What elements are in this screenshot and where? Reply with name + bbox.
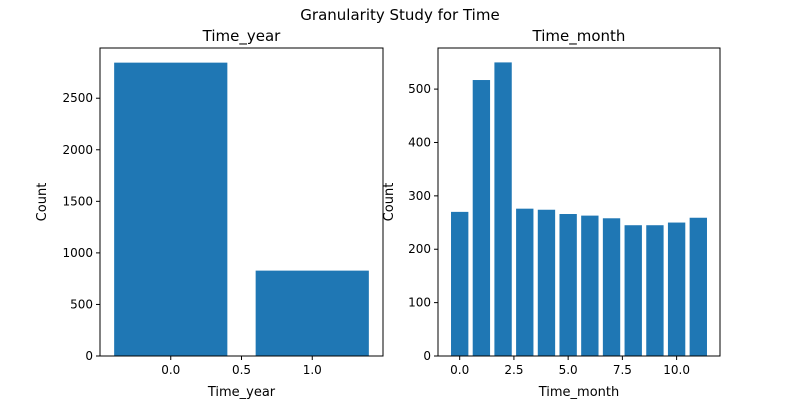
bar-time-month-7 xyxy=(602,218,621,356)
x-tick-label-time-month-1: 2.5 xyxy=(504,363,523,377)
bar-time-month-6 xyxy=(581,215,599,356)
y-tick-label-time-month-2: 200 xyxy=(408,242,431,256)
x-tick-label-time-month-3: 7.5 xyxy=(613,363,632,377)
bar-time-year-1 xyxy=(255,270,369,356)
bar-time-month-4 xyxy=(537,209,556,356)
bar-time-month-10 xyxy=(667,222,686,356)
panel-title-time-month: Time_month xyxy=(532,27,626,46)
bar-time-year-0 xyxy=(114,62,228,356)
bar-time-month-8 xyxy=(624,225,642,356)
bar-time-month-9 xyxy=(646,225,664,356)
bar-time-month-1 xyxy=(472,80,491,356)
bar-time-month-11 xyxy=(689,217,707,356)
y-tick-label-time-month-3: 300 xyxy=(408,189,431,203)
y-tick-label-time-year-4: 2000 xyxy=(62,143,93,157)
y-axis-label-time-year: Count xyxy=(35,183,50,222)
bar-time-month-3 xyxy=(516,208,534,356)
x-axis-label-time-year: Time_year xyxy=(207,385,276,400)
bar-time-month-2 xyxy=(494,62,512,357)
x-tick-label-time-year-0: 0.0 xyxy=(161,363,180,377)
y-tick-label-time-month-4: 400 xyxy=(408,135,431,149)
panel-time-month: 0.0 2.5 5.0 7.5 10.0 0 100 200 300 400 500 Time_mon… xyxy=(382,27,721,400)
x-axis-label-time-month: Time_month xyxy=(538,385,620,400)
y-tick-label-time-year-3: 1500 xyxy=(62,194,93,208)
bar-time-month-0 xyxy=(451,211,469,356)
x-tick-label-time-month-2: 5.0 xyxy=(559,363,578,377)
panel-time-year: 0.0 0.5 1.0 0 500 1000 1500 2000 2500 Time_year Ti… xyxy=(35,27,384,400)
x-tick-label-time-month-0: 0.0 xyxy=(450,363,469,377)
y-tick-label-time-year-1: 500 xyxy=(70,297,93,311)
x-tick-label-time-month-4: 10.0 xyxy=(663,363,690,377)
bar-time-month-5 xyxy=(559,214,577,356)
y-tick-label-time-month-5: 500 xyxy=(408,82,431,96)
y-tick-label-time-year-0: 0 xyxy=(85,349,93,363)
panel-title-time-year: Time_year xyxy=(202,27,282,46)
y-axis-label-time-month: Count xyxy=(382,183,397,222)
x-tick-label-time-year-1: 0.5 xyxy=(232,363,251,377)
y-tick-label-time-month-0: 0 xyxy=(423,349,431,363)
y-tick-label-time-year-5: 2500 xyxy=(62,91,93,105)
x-tick-label-time-year-2: 1.0 xyxy=(303,363,322,377)
y-tick-label-time-year-2: 1000 xyxy=(62,246,93,260)
axes-frame-time-month xyxy=(437,47,721,357)
figure-title: Granularity Study for Time xyxy=(300,6,499,24)
y-tick-label-time-month-1: 100 xyxy=(408,296,431,310)
